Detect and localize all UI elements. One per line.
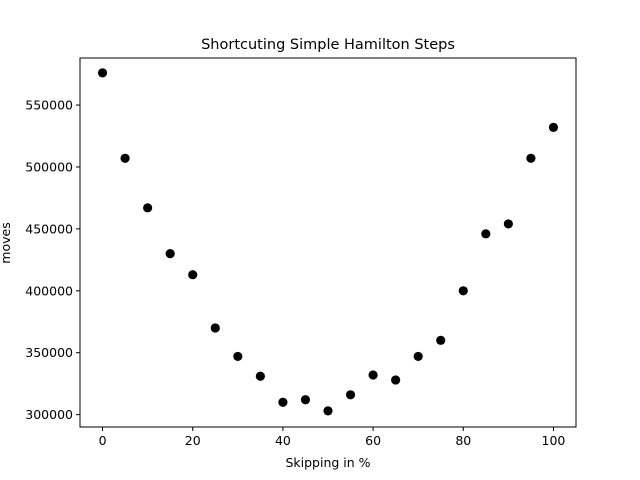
data-point-7	[255, 371, 265, 381]
x-axis-label: Skipping in %	[285, 455, 370, 470]
y-axis-label: moves	[0, 222, 13, 263]
data-point-14	[413, 351, 423, 362]
data-point-12	[368, 370, 378, 380]
data-point-0	[97, 68, 108, 78]
x-tick-label-1: 20	[185, 433, 201, 448]
x-tick-label-5: 100	[542, 433, 566, 448]
data-point-11	[345, 390, 356, 400]
x-axis: 0 20 40 60 80 100	[99, 427, 566, 448]
plot-frame	[79, 57, 577, 428]
data-point-4	[188, 270, 198, 280]
chart-title: Shortcuting Simple Hamilton Steps	[201, 37, 455, 53]
data-point-15	[436, 335, 446, 345]
x-tick-label-4: 80	[455, 433, 471, 448]
data-point-9	[300, 395, 311, 405]
plot-area	[97, 68, 559, 416]
y-tick-label-1: 350000	[25, 345, 73, 360]
data-point-13	[391, 375, 401, 385]
data-point-2	[143, 203, 153, 213]
data-point-17	[481, 229, 491, 239]
y-tick-label-2: 400000	[25, 283, 73, 298]
y-tick-label-4: 500000	[25, 159, 73, 174]
y-tick-label-5: 550000	[25, 98, 73, 113]
data-point-6	[233, 351, 243, 362]
data-point-19	[526, 153, 536, 163]
data-point-1	[120, 153, 130, 163]
data-point-8	[278, 397, 288, 407]
x-tick-label-2: 40	[275, 433, 291, 448]
data-point-18	[503, 219, 513, 229]
data-point-10	[323, 406, 333, 416]
data-point-20	[548, 122, 559, 132]
data-point-16	[458, 286, 468, 296]
x-tick-label-0: 0	[99, 433, 107, 448]
data-point-5	[210, 323, 220, 333]
data-point-3	[165, 249, 175, 259]
y-tick-label-0: 300000	[25, 407, 73, 422]
y-tick-label-3: 450000	[25, 221, 73, 236]
x-tick-label-3: 60	[365, 433, 381, 448]
y-axis: 300000 350000 400000 450000 500000 550000	[25, 98, 80, 422]
